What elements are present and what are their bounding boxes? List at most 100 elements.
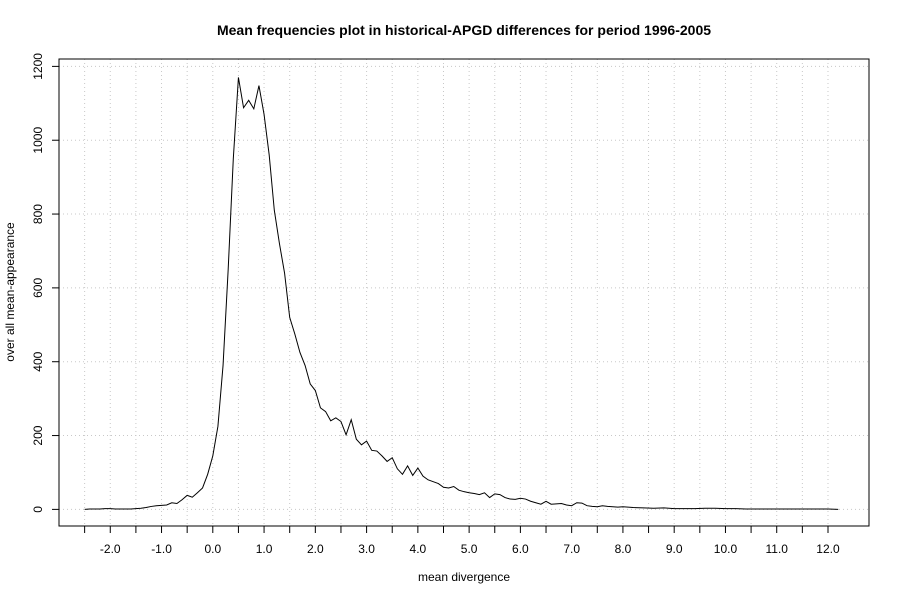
x-tick-label: 8.0 xyxy=(615,542,632,556)
data-point xyxy=(269,154,270,155)
data-point xyxy=(674,508,675,509)
data-point xyxy=(146,507,147,508)
data-point xyxy=(704,508,705,509)
data-point xyxy=(735,508,736,509)
data-point xyxy=(653,508,654,509)
x-tick-label: 11.0 xyxy=(765,542,788,556)
data-point xyxy=(110,508,111,509)
data-point xyxy=(381,455,382,456)
data-point xyxy=(222,365,223,366)
data-point xyxy=(192,497,193,498)
x-tick-label: -2.0 xyxy=(100,542,121,556)
data-point xyxy=(525,498,526,499)
data-point xyxy=(166,504,167,505)
data-point xyxy=(463,491,464,492)
data-point xyxy=(140,508,141,509)
x-tick-label: -1.0 xyxy=(151,542,172,556)
data-point xyxy=(612,506,613,507)
data-point xyxy=(243,107,244,108)
data-point xyxy=(289,317,290,318)
data-point xyxy=(263,114,264,115)
x-tick-label: 10.0 xyxy=(714,542,738,556)
x-tick-label: 3.0 xyxy=(358,542,375,556)
data-point xyxy=(494,493,495,494)
data-point xyxy=(89,508,90,509)
data-point xyxy=(602,505,603,506)
data-point xyxy=(197,492,198,493)
data-point xyxy=(417,467,418,468)
x-tick-label: 0.0 xyxy=(204,542,221,556)
data-point xyxy=(151,506,152,507)
x-tick-label: 1.0 xyxy=(256,542,273,556)
data-point xyxy=(310,383,311,384)
data-point xyxy=(258,85,259,86)
data-point xyxy=(248,100,249,101)
data-point xyxy=(745,508,746,509)
data-point xyxy=(684,508,685,509)
data-point xyxy=(776,508,777,509)
data-point xyxy=(807,508,808,509)
data-point xyxy=(412,475,413,476)
data-point xyxy=(586,505,587,506)
data-point xyxy=(581,503,582,504)
data-point xyxy=(499,494,500,495)
data-point xyxy=(530,501,531,502)
data-point xyxy=(371,450,372,451)
data-point xyxy=(597,506,598,507)
data-point xyxy=(766,508,767,509)
data-point xyxy=(504,497,505,498)
data-point xyxy=(105,508,106,509)
data-point xyxy=(592,506,593,507)
data-point xyxy=(120,508,121,509)
data-points xyxy=(84,77,839,510)
data-point xyxy=(489,497,490,498)
data-point xyxy=(438,483,439,484)
data-point xyxy=(663,507,664,508)
y-tick-label: 0 xyxy=(31,506,45,513)
data-point xyxy=(484,492,485,493)
data-point xyxy=(176,503,177,504)
data-point xyxy=(617,507,618,508)
data-point xyxy=(817,508,818,509)
data-point xyxy=(540,504,541,505)
data-point xyxy=(607,506,608,507)
data-point xyxy=(202,487,203,488)
data-point xyxy=(561,503,562,504)
data-point xyxy=(422,476,423,477)
data-point xyxy=(566,504,567,505)
data-point xyxy=(510,498,511,499)
y-tick-label: 600 xyxy=(31,278,45,298)
data-point xyxy=(433,481,434,482)
data-point xyxy=(366,440,367,441)
data-point xyxy=(551,504,552,505)
data-point xyxy=(838,509,839,510)
x-tick-label: 7.0 xyxy=(563,542,580,556)
data-point xyxy=(797,508,798,509)
data-point xyxy=(351,419,352,420)
data-point xyxy=(633,507,634,508)
data-point xyxy=(786,508,787,509)
x-axis: -2.0 -1.0 0.0 1.0 2.0 3.0 4.0 5.0 6.0 7.0 8.0 9.0 10… xyxy=(84,526,840,556)
data-point xyxy=(125,508,126,509)
x-tick-label: 5.0 xyxy=(461,542,478,556)
x-tick-label: 6.0 xyxy=(512,542,529,556)
data-point xyxy=(320,407,321,408)
data-point xyxy=(479,494,480,495)
data-point xyxy=(448,487,449,488)
y-tick-label: 1200 xyxy=(31,53,45,80)
data-point xyxy=(576,502,577,503)
data-point xyxy=(428,479,429,480)
series-line xyxy=(84,77,839,510)
data-point xyxy=(299,352,300,353)
y-tick-label: 200 xyxy=(31,425,45,445)
data-point xyxy=(156,505,157,506)
data-point xyxy=(279,243,280,244)
data-point xyxy=(402,474,403,475)
data-point xyxy=(274,210,275,211)
data-point xyxy=(376,450,377,451)
data-point xyxy=(187,495,188,496)
data-point xyxy=(304,365,305,366)
data-point xyxy=(340,421,341,422)
data-point xyxy=(715,508,716,509)
data-point xyxy=(161,505,162,506)
